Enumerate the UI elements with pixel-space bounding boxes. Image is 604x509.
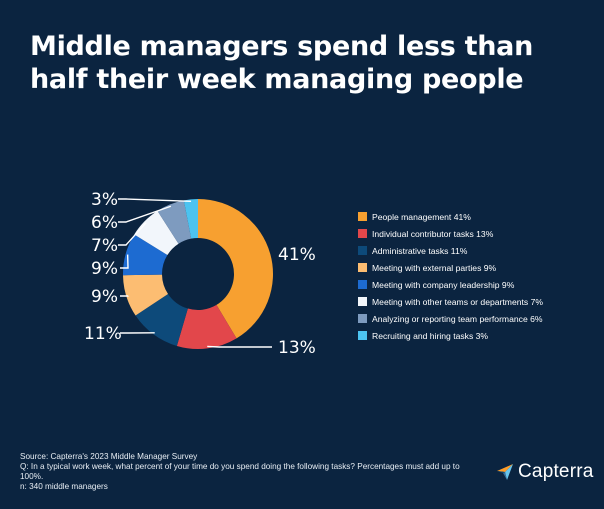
data-label: 7% xyxy=(91,236,118,256)
donut-slice xyxy=(157,200,192,244)
legend-item: People management 41% xyxy=(358,208,543,225)
legend-swatch xyxy=(358,314,367,323)
legend-item: Analyzing or reporting team performance … xyxy=(358,310,543,327)
legend-label: Meeting with external parties 9% xyxy=(372,262,497,273)
chart-title: Middle managers spend less than half the… xyxy=(30,31,534,95)
data-label: 9% xyxy=(91,287,118,307)
legend-swatch xyxy=(358,297,367,306)
leader-line xyxy=(207,345,272,348)
legend-label: Meeting with company leadership 9% xyxy=(372,279,515,290)
donut-slice xyxy=(198,199,273,339)
legend-label: Analyzing or reporting team performance … xyxy=(372,313,543,324)
data-label: 11% xyxy=(84,324,122,344)
legend-swatch xyxy=(358,212,367,221)
data-label: 13% xyxy=(278,338,316,358)
leader-line xyxy=(120,254,129,269)
legend-label: Recruiting and hiring tasks 3% xyxy=(372,330,489,341)
donut-slice xyxy=(183,199,198,239)
legend-item: Recruiting and hiring tasks 3% xyxy=(358,327,543,344)
sample-size: n: 340 middle managers xyxy=(20,482,108,491)
legend-label: Individual contributor tasks 13% xyxy=(372,228,494,239)
legend-label: Meeting with other teams or departments … xyxy=(372,296,544,307)
data-label: 6% xyxy=(91,213,118,233)
chart-legend: People management 41% Individual contribu… xyxy=(358,208,543,344)
data-label: 3% xyxy=(91,190,118,210)
legend-label: People management 41% xyxy=(372,211,471,222)
legend-label: Administrative tasks 11% xyxy=(372,245,468,256)
logo-text: Capterra xyxy=(518,461,594,482)
legend-swatch xyxy=(358,246,367,255)
data-label: 41% xyxy=(278,245,316,265)
leader-line xyxy=(118,222,147,246)
donut-slice xyxy=(134,210,179,256)
legend-swatch xyxy=(358,331,367,340)
survey-question: Q: In a typical work week, what percent … xyxy=(20,462,460,481)
donut-slice xyxy=(176,304,237,349)
donut-slice xyxy=(123,234,168,276)
donut-slice xyxy=(123,274,169,316)
legend-item: Meeting with external parties 9% xyxy=(358,259,543,276)
legend-item: Meeting with company leadership 9% xyxy=(358,276,543,293)
leader-line xyxy=(118,205,172,223)
data-label: 9% xyxy=(91,259,118,279)
capterra-logo: Capterra xyxy=(495,461,594,483)
leader-line xyxy=(118,198,192,203)
capterra-arrow-icon xyxy=(497,464,513,480)
legend-item: Administrative tasks 11% xyxy=(358,242,543,259)
source-note: Source: Capterra's 2023 Middle Manager S… xyxy=(20,452,198,461)
legend-item: Meeting with other teams or departments … xyxy=(358,293,543,310)
legend-item: Individual contributor tasks 13% xyxy=(358,225,543,242)
legend-swatch xyxy=(358,229,367,238)
legend-swatch xyxy=(358,280,367,289)
chart-footer: Source: Capterra's 2023 Middle Manager S… xyxy=(20,452,460,492)
legend-swatch xyxy=(358,263,367,272)
donut-chart: 41% 13% 11% 9% 9% 7% 6% 3% xyxy=(84,190,316,358)
donut-slice xyxy=(135,293,188,346)
